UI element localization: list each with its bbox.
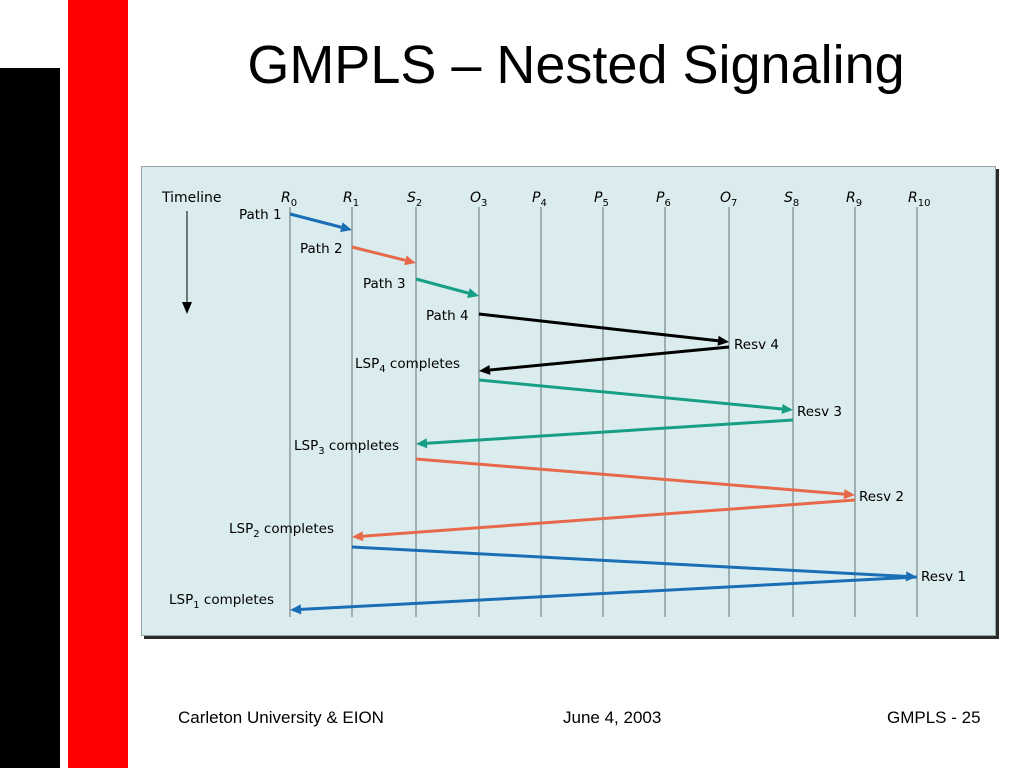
lsp-completes-label-0: LSP4 completes (355, 356, 460, 375)
message-label-7: Resv 1 (921, 569, 966, 585)
message-label-2: Path 3 (363, 276, 406, 292)
node-label-9: R9 (846, 190, 862, 209)
message-arrows (289, 212, 918, 615)
node-label-5: P5 (594, 190, 609, 209)
message-labels: Path 1 Path 2 Path 3 Path 4 Resv 4 Resv 3 Resv… (169, 207, 966, 611)
lsp-completes-label-3: LSP1 completes (169, 592, 274, 611)
node-label-7: O7 (720, 190, 737, 209)
message-5-line (426, 418, 794, 445)
lifelines (289, 207, 918, 617)
node-label-2: S2 (407, 190, 422, 209)
node-label-6: P6 (656, 190, 671, 209)
path-3-continue-line (478, 378, 783, 411)
node-label-1: R1 (343, 190, 359, 209)
lsp-completes-label-2: LSP2 completes (229, 521, 334, 540)
message-2-arrowhead (467, 288, 479, 298)
timeline: Timeline (161, 190, 222, 314)
node-labels: R0 R1 S2 O3 P4 P5 P6 O7 S8 R9 R10 (281, 190, 930, 209)
message-4-arrowhead (479, 364, 491, 375)
footer-left: Carleton University & EION (178, 708, 384, 727)
message-3-arrowhead (717, 335, 729, 346)
message-label-3: Path 4 (426, 308, 469, 324)
node-label-4: P4 (532, 190, 547, 209)
path-1-continue-arrowhead (905, 571, 917, 582)
message-2-line (415, 277, 469, 295)
message-label-6: Resv 2 (859, 489, 904, 505)
message-label-5: Resv 3 (797, 404, 842, 420)
message-0-arrowhead (340, 222, 352, 233)
message-7-line (300, 575, 918, 611)
node-label-8: S8 (784, 190, 799, 209)
lsp-completes-label-1: LSP3 completes (294, 438, 399, 457)
path-1-continue-line (351, 545, 907, 578)
message-label-1: Path 2 (300, 241, 343, 257)
message-1-arrowhead (404, 255, 416, 266)
path-3-continue-arrowhead (781, 403, 793, 414)
timeline-arrow-head (182, 302, 192, 314)
slide-title: GMPLS – Nested Signaling (247, 35, 905, 95)
path-2-continue-line (415, 457, 845, 496)
message-7-arrowhead (290, 604, 302, 615)
footer-date: June 4, 2003 (563, 708, 662, 727)
message-6-arrowhead (352, 531, 364, 542)
red-accent-bar (68, 0, 128, 768)
sequence-diagram-svg: R0 R1 S2 O3 P4 P5 P6 O7 S8 R9 R10 Timeline Path 1P… (161, 190, 966, 617)
path-2-continue-arrowhead (843, 489, 855, 500)
message-1-line (351, 245, 406, 262)
message-label-4: Resv 4 (734, 337, 779, 353)
node-label-10: R10 (908, 190, 930, 209)
node-label-0: R0 (281, 190, 297, 209)
message-0-line (289, 212, 342, 229)
message-6-line (362, 498, 856, 538)
message-4-line (489, 345, 730, 372)
node-label-3: O3 (470, 190, 487, 209)
message-5-arrowhead (416, 438, 428, 449)
black-accent-bar (0, 68, 60, 768)
message-label-0: Path 1 (239, 207, 282, 223)
footer-page-number: GMPLS - 25 (887, 708, 981, 727)
timeline-label: Timeline (161, 190, 222, 206)
message-3-line (478, 312, 719, 343)
